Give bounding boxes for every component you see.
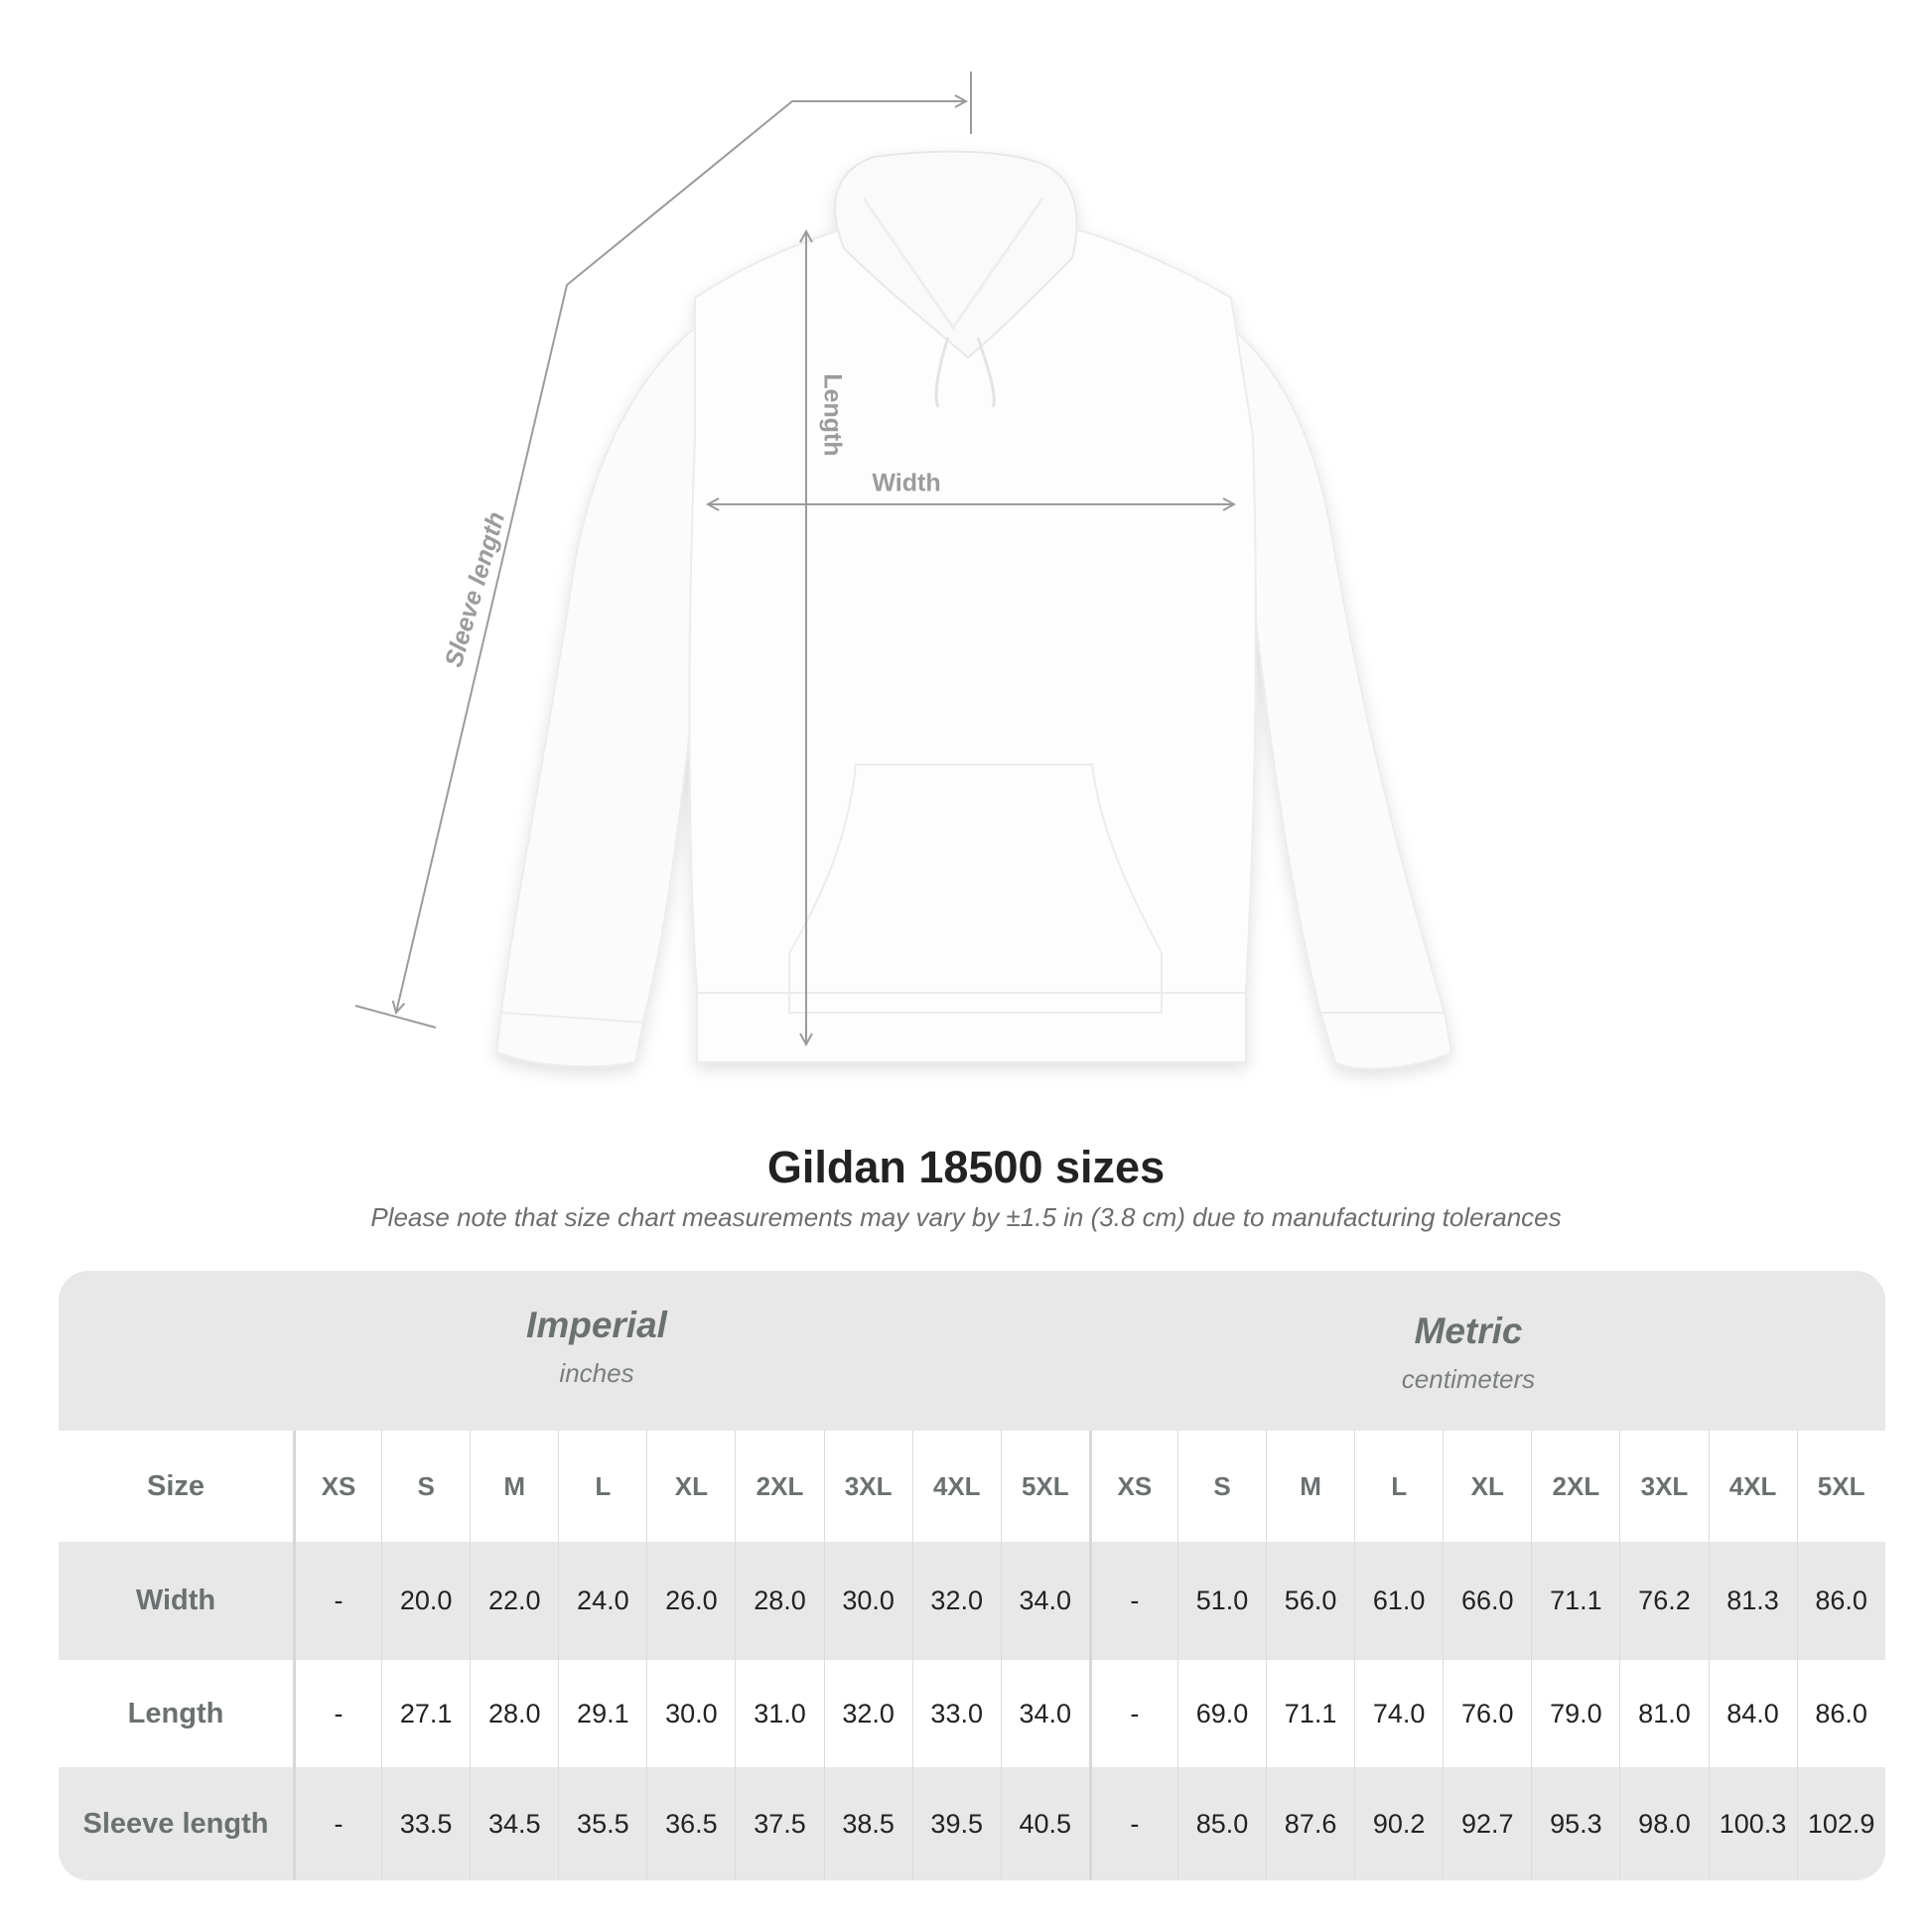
row-label: Length (127, 1697, 224, 1729)
imperial-size-2xl: 2XL (735, 1431, 823, 1542)
measurement-lines (354, 71, 1234, 1044)
tolerance-note: Please note that size chart measurements… (370, 1202, 1562, 1232)
imperial-size-s: S (381, 1431, 470, 1542)
imperial-value-cell: 30.0 (646, 1660, 735, 1767)
hoodie-image (494, 150, 1453, 1070)
length-label: Length (818, 373, 847, 457)
metric-value-cell: 61.0 (1354, 1542, 1443, 1660)
imperial-size-l: L (558, 1431, 646, 1542)
imperial-value-cell: 34.5 (470, 1767, 558, 1880)
metric-size-l: L (1354, 1431, 1443, 1542)
imperial-value-cell: 26.0 (646, 1542, 735, 1660)
metric-value-cell: 84.0 (1708, 1660, 1797, 1767)
table-row-length: Length -27.1 28.0 29.1 30.0 31.0 32.0 33.0 34.0-… (59, 1660, 1885, 1767)
metric-value-cell: 56.0 (1266, 1542, 1354, 1660)
metric-value-cell: 90.2 (1354, 1767, 1443, 1880)
metric-value-cell: 100.3 (1708, 1767, 1797, 1880)
imperial-value-cell: 30.0 (823, 1542, 912, 1660)
sleeve-end-tick (354, 1005, 437, 1029)
hoodie-diagram (354, 71, 1453, 1070)
imperial-unit: inches (559, 1358, 634, 1388)
metric-value-cell: 87.6 (1266, 1767, 1354, 1880)
metric-value-cell: 92.7 (1443, 1767, 1531, 1880)
imperial-value-cell: 28.0 (470, 1660, 558, 1767)
metric-value-cell: 86.0 (1796, 1660, 1885, 1767)
sleeve-length-line (396, 101, 966, 1013)
imperial-value-cell: 36.5 (646, 1767, 735, 1880)
imperial-header: Imperial inches (398, 1305, 795, 1389)
size-header-row: Size XS S M L XL 2XL 3XL 4XL 5XL XS S M L XL 2XL 3XL 4XL 5… (59, 1431, 1885, 1542)
imperial-size-3xl: 3XL (823, 1431, 912, 1542)
metric-value-cell: - (1088, 1767, 1177, 1880)
row-label: Sleeve length (82, 1807, 269, 1840)
metric-value-cell: 85.0 (1176, 1767, 1266, 1880)
chart-title: Gildan 18500 sizes (766, 1142, 1166, 1192)
sleeve-row-band (59, 1767, 1885, 1880)
metric-value-cell: 95.3 (1531, 1767, 1619, 1880)
imperial-title: Imperial (526, 1305, 667, 1345)
metric-value-cell: 69.0 (1176, 1660, 1266, 1767)
imperial-size-m: M (470, 1431, 558, 1542)
imperial-value-cell: 22.0 (470, 1542, 558, 1660)
imperial-value-cell: 37.5 (735, 1767, 823, 1880)
metric-size-2xl: 2XL (1531, 1431, 1619, 1542)
imperial-value-cell: - (293, 1767, 381, 1880)
imperial-value-cell: 29.1 (558, 1660, 646, 1767)
size-table: Imperial inches Metric centimeters Size X… (59, 1271, 1885, 1880)
metric-size-xs: XS (1088, 1431, 1177, 1542)
size-header-label: Size (146, 1469, 206, 1502)
metric-value-cell: 74.0 (1354, 1660, 1443, 1767)
metric-size-5xl: 5XL (1796, 1431, 1885, 1542)
imperial-size-5xl: 5XL (1000, 1431, 1089, 1542)
metric-value-cell: 98.0 (1619, 1767, 1708, 1880)
metric-size-xl: XL (1443, 1431, 1531, 1542)
metric-title: Metric (1414, 1311, 1523, 1351)
metric-unit: centimeters (1401, 1364, 1536, 1394)
imperial-value-cell: 32.0 (911, 1542, 1001, 1660)
metric-size-4xl: 4XL (1708, 1431, 1797, 1542)
imperial-value-cell: 24.0 (558, 1542, 646, 1660)
imperial-value-cell: 33.5 (381, 1767, 470, 1880)
imperial-value-cell: 35.5 (558, 1767, 646, 1880)
imperial-value-cell: 20.0 (381, 1542, 470, 1660)
metric-value-cell: 76.0 (1443, 1660, 1531, 1767)
imperial-value-cell: 38.5 (823, 1767, 912, 1880)
table-row-width: Width -20.0 22.0 24.0 26.0 28.0 30.0 32.0 34.0-5… (59, 1542, 1885, 1660)
imperial-value-cell: 39.5 (911, 1767, 1001, 1880)
metric-size-3xl: 3XL (1619, 1431, 1708, 1542)
imperial-value-cell: 32.0 (823, 1660, 912, 1767)
metric-value-cell: 81.0 (1619, 1660, 1708, 1767)
imperial-value-cell: 40.5 (1000, 1767, 1089, 1880)
metric-header: Metric centimeters (1270, 1311, 1667, 1395)
metric-value-cell: 76.2 (1619, 1542, 1708, 1660)
imperial-value-cell: 28.0 (735, 1542, 823, 1660)
row-label: Width (135, 1585, 216, 1616)
imperial-size-xl: XL (646, 1431, 735, 1542)
imperial-size-4xl: 4XL (911, 1431, 1001, 1542)
width-row-band (59, 1542, 1885, 1660)
metric-value-cell: 51.0 (1176, 1542, 1266, 1660)
imperial-value-cell: - (293, 1660, 381, 1767)
metric-value-cell: 71.1 (1531, 1542, 1619, 1660)
width-label: Width (872, 469, 941, 497)
imperial-value-cell: 34.0 (1000, 1660, 1089, 1767)
imperial-value-cell: - (293, 1542, 381, 1660)
metric-value-cell: 71.1 (1266, 1660, 1354, 1767)
metric-value-cell: 79.0 (1531, 1660, 1619, 1767)
header-band (59, 1271, 1885, 1431)
imperial-value-cell: 31.0 (735, 1660, 823, 1767)
metric-value-cell: 81.3 (1708, 1542, 1797, 1660)
metric-value-cell: 66.0 (1443, 1542, 1531, 1660)
imperial-value-cell: 33.0 (911, 1660, 1001, 1767)
imperial-size-xs: XS (293, 1431, 381, 1542)
table-row-sleeve-length: Sleeve length -33.5 34.5 35.5 36.5 37.5 38.5 39… (59, 1767, 1885, 1880)
imperial-value-cell: 34.0 (1000, 1542, 1089, 1660)
metric-value-cell: - (1088, 1660, 1177, 1767)
metric-value-cell: 102.9 (1796, 1767, 1885, 1880)
metric-size-m: M (1266, 1431, 1354, 1542)
imperial-value-cell: 27.1 (381, 1660, 470, 1767)
metric-value-cell: 86.0 (1796, 1542, 1885, 1660)
metric-size-s: S (1176, 1431, 1266, 1542)
metric-value-cell: - (1088, 1542, 1177, 1660)
